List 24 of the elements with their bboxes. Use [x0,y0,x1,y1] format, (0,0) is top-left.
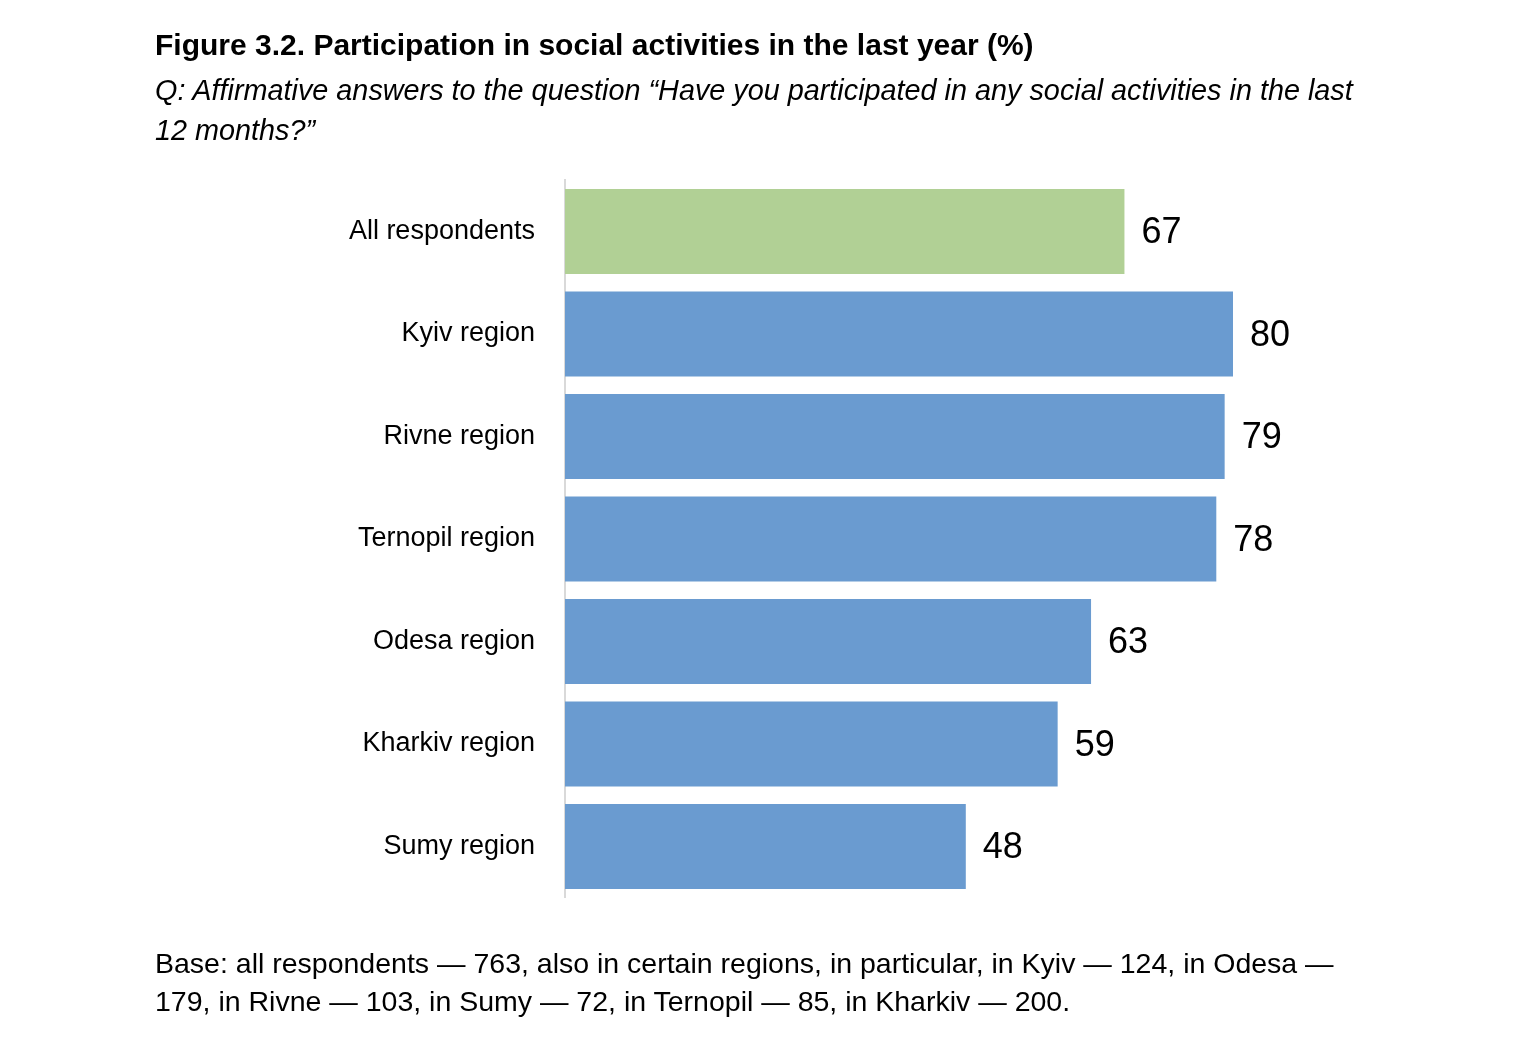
bar [565,496,1217,582]
bar [565,804,966,890]
chart-title: Figure 3.2. Participation in social activities in the last year (%) [155,28,1034,62]
bar [565,291,1233,377]
data-label: 78 [1233,517,1274,559]
y-tick-label: Ternopil region [357,522,535,553]
y-tick-label: Sumy region [383,830,535,860]
data-label: 67 [1141,210,1182,252]
y-tick-label: All respondents [348,214,535,245]
y-tick-label: Odesa region [372,624,535,655]
bar [565,188,1125,274]
bar [565,393,1225,480]
text: Base: all respondents — 763, also in certain regions, in particular, in Kyiv — 124, in Odesa — 179, in Rivne — 103, in Sumy — 72, in Ternopil — 85, in Kharkiv — 200. [155,946,1335,1019]
data-label: 59 [1074,722,1115,764]
data-label: 48 [982,825,1023,867]
bar [565,598,1092,685]
y-tick-label: Kyiv region [401,317,535,348]
data-label: 80 [1250,312,1291,354]
y-tick-label: Rivne region [383,419,535,450]
bar [565,701,1058,787]
y-tick-label: Kharkiv region [362,727,535,758]
chart-subtitle: Q: Affirmative answers to the question “Have you participated in any social activities in the last 12 months?” [155,73,1355,148]
data-label: 79 [1241,415,1282,457]
data-label: 63 [1108,620,1149,662]
